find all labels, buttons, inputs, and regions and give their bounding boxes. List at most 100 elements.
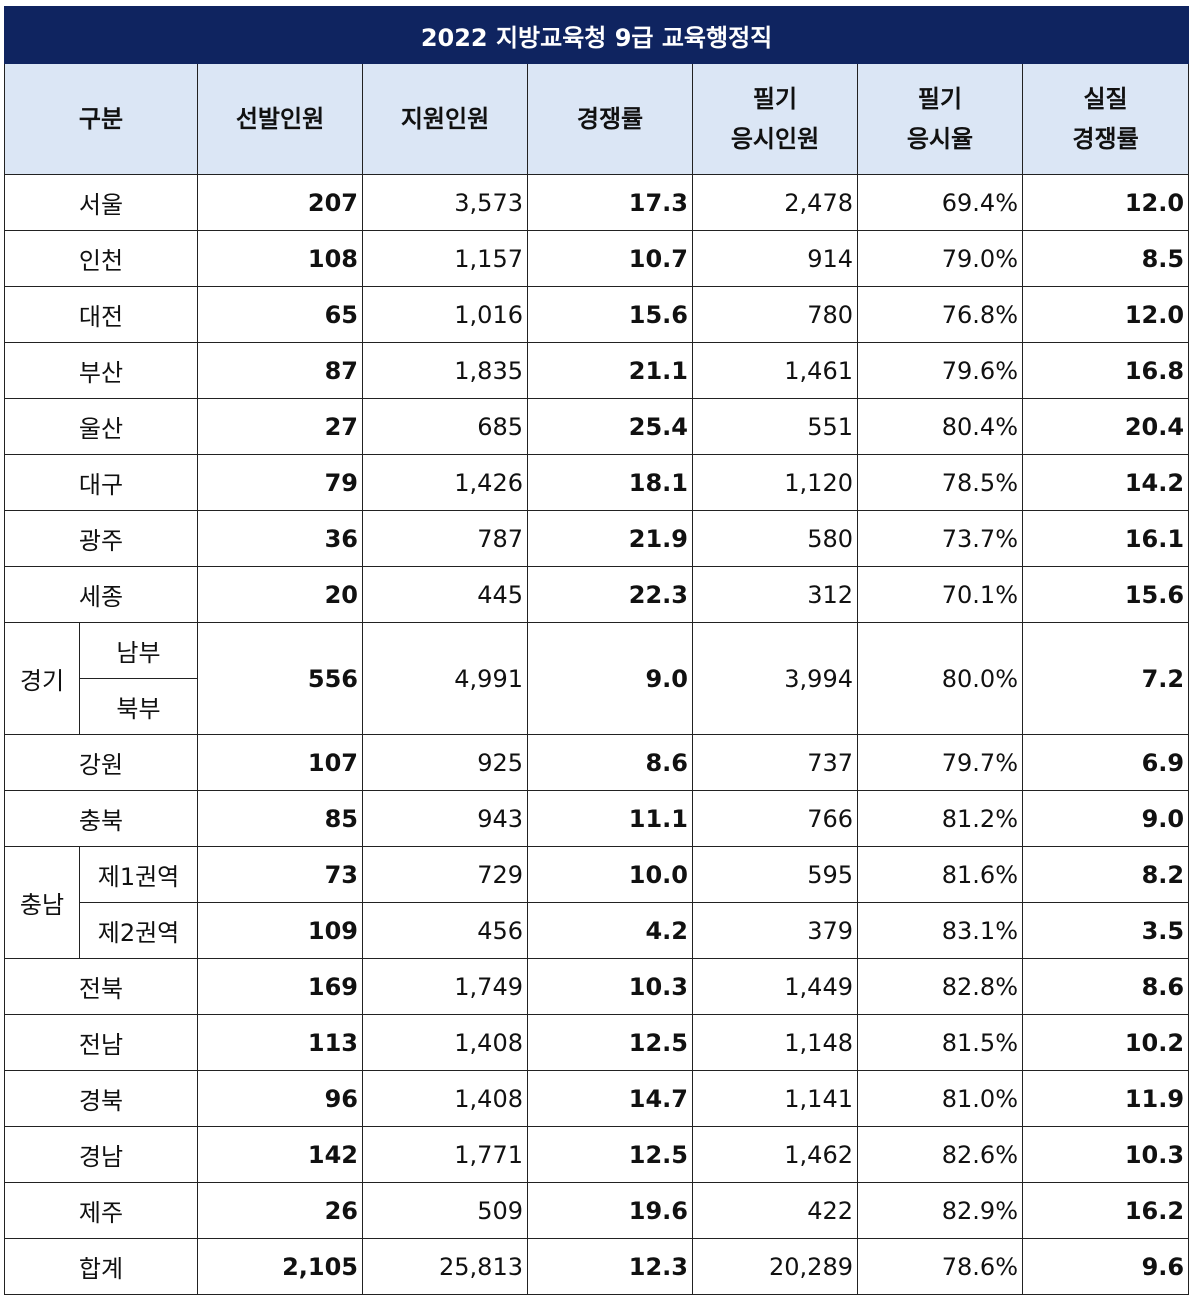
table-row: 북부 (5, 678, 1189, 735)
cell-written-rate: 80.0% (857, 622, 1023, 735)
cell-competition: 10.3 (527, 958, 693, 1015)
cell-real-competition: 16.1 (1021, 510, 1190, 567)
cell-real-competition: 10.2 (1021, 1014, 1190, 1071)
cell-applicants: 445 (362, 566, 528, 623)
cell-applicants: 1,408 (362, 1014, 528, 1071)
cell-competition: 21.1 (527, 342, 693, 399)
cell-written-takers: 914 (692, 230, 858, 287)
cell-written-rate: 83.1% (857, 902, 1023, 959)
cell-selected: 26 (197, 1182, 363, 1239)
cell-real-competition: 9.6 (1021, 1238, 1190, 1295)
cell-applicants: 943 (362, 790, 528, 847)
cell-competition: 19.6 (527, 1182, 693, 1239)
cell-written-takers: 1,141 (692, 1070, 858, 1127)
cell-selected: 107 (197, 734, 363, 791)
cell-subregion: 북부 (79, 678, 198, 735)
cell-written-takers: 1,148 (692, 1014, 858, 1071)
cell-region: 부산 (4, 342, 198, 399)
cell-applicants: 729 (362, 846, 528, 903)
header-category: 구분 (4, 63, 198, 175)
cell-competition: 9.0 (527, 622, 693, 735)
table-row: 경남 142 1,771 12.5 1,462 82.6% 10.3 (4, 1126, 1190, 1183)
cell-region: 세종 (4, 566, 198, 623)
cell-real-competition: 6.9 (1021, 734, 1190, 791)
cell-applicants: 1,835 (362, 342, 528, 399)
cell-competition: 12.3 (527, 1238, 693, 1295)
cell-written-rate: 73.7% (857, 510, 1023, 567)
cell-applicants: 4,991 (362, 622, 528, 735)
table-row: 경기 남부 556 4,991 9.0 3,994 80.0% 7.2 (4, 622, 1190, 735)
table-row: 제2권역 109 456 4.2 379 83.1% 3.5 (5, 902, 1190, 959)
cell-selected: 87 (197, 342, 363, 399)
cell-region-group: 충남 (4, 846, 80, 959)
cell-written-takers: 1,120 (692, 454, 858, 511)
header-written-rate-line1: 필기 (917, 85, 963, 113)
cell-selected: 96 (197, 1070, 363, 1127)
header-competition: 경쟁률 (527, 63, 693, 175)
stats-table-container: 2022 지방교육청 9급 교육행정직 구분 선발인원 지원인원 경쟁률 필기 응… (3, 6, 1190, 1295)
table-body: 서울 207 3,573 17.3 2,478 69.4% 12.0 인천 108 1,157 10… (4, 174, 1190, 1295)
cell-selected: 2,105 (197, 1238, 363, 1295)
cell-region: 전북 (4, 958, 198, 1015)
header-real-competition-line2: 경쟁률 (1072, 125, 1139, 153)
cell-competition: 4.2 (527, 902, 693, 959)
cell-selected: 73 (197, 846, 363, 903)
cell-selected: 207 (197, 174, 363, 231)
cell-written-takers: 3,994 (692, 622, 858, 735)
header-written-rate: 필기 응시율 (857, 63, 1023, 175)
cell-competition: 17.3 (527, 174, 693, 231)
cell-written-takers: 2,478 (692, 174, 858, 231)
cell-selected: 27 (197, 398, 363, 455)
cell-written-takers: 595 (692, 846, 858, 903)
cell-written-takers: 20,289 (692, 1238, 858, 1295)
cell-written-takers: 312 (692, 566, 858, 623)
cell-written-takers: 1,461 (692, 342, 858, 399)
table-row: 울산 27 685 25.4 551 80.4% 20.4 (4, 398, 1190, 455)
cell-written-rate: 82.9% (857, 1182, 1023, 1239)
cell-written-rate: 69.4% (857, 174, 1023, 231)
recruitment-stats-table: 2022 지방교육청 9급 교육행정직 구분 선발인원 지원인원 경쟁률 필기 응… (3, 6, 1190, 1295)
cell-competition: 8.6 (527, 734, 693, 791)
cell-region: 대구 (4, 454, 198, 511)
cell-real-competition: 16.8 (1021, 342, 1190, 399)
cell-competition: 22.3 (527, 566, 693, 623)
cell-competition: 18.1 (527, 454, 693, 511)
cell-written-takers: 379 (692, 902, 858, 959)
cell-written-rate: 80.4% (857, 398, 1023, 455)
cell-written-rate: 79.0% (857, 230, 1023, 287)
cell-real-competition: 8.2 (1021, 846, 1190, 903)
header-row: 구분 선발인원 지원인원 경쟁률 필기 응시인원 필기 응시율 실질 경쟁률 (4, 63, 1190, 175)
cell-competition: 12.5 (527, 1014, 693, 1071)
cell-real-competition: 10.3 (1021, 1126, 1190, 1183)
cell-applicants: 1,157 (362, 230, 528, 287)
cell-written-takers: 422 (692, 1182, 858, 1239)
cell-applicants: 456 (362, 902, 528, 959)
header-real-competition-line1: 실질 (1083, 85, 1128, 113)
cell-applicants: 1,408 (362, 1070, 528, 1127)
cell-written-rate: 78.5% (857, 454, 1023, 511)
header-written-takers-line2: 응시인원 (730, 125, 820, 153)
cell-real-competition: 11.9 (1021, 1070, 1190, 1127)
cell-selected: 65 (197, 286, 363, 343)
cell-written-rate: 70.1% (857, 566, 1023, 623)
cell-written-takers: 766 (692, 790, 858, 847)
table-row: 대전 65 1,016 15.6 780 76.8% 12.0 (4, 286, 1190, 343)
table-row: 충북 85 943 11.1 766 81.2% 9.0 (4, 790, 1190, 847)
cell-written-rate: 79.6% (857, 342, 1023, 399)
table-row: 제주 26 509 19.6 422 82.9% 16.2 (4, 1182, 1190, 1239)
cell-subregion: 제2권역 (79, 902, 198, 959)
cell-competition: 21.9 (527, 510, 693, 567)
table-row: 충남 제1권역 73 729 10.0 595 81.6% 8.2 (4, 846, 1190, 959)
cell-written-rate: 82.8% (857, 958, 1023, 1015)
table-row: 광주 36 787 21.9 580 73.7% 16.1 (4, 510, 1190, 567)
cell-written-rate: 79.7% (857, 734, 1023, 791)
cell-selected: 20 (197, 566, 363, 623)
cell-region: 울산 (4, 398, 198, 455)
cell-real-competition: 8.5 (1021, 230, 1190, 287)
cell-applicants: 925 (362, 734, 528, 791)
cell-region: 충북 (4, 790, 198, 847)
header-written-takers-line1: 필기 (752, 85, 798, 113)
cell-real-competition: 16.2 (1021, 1182, 1190, 1239)
table-row: 인천 108 1,157 10.7 914 79.0% 8.5 (4, 230, 1190, 287)
